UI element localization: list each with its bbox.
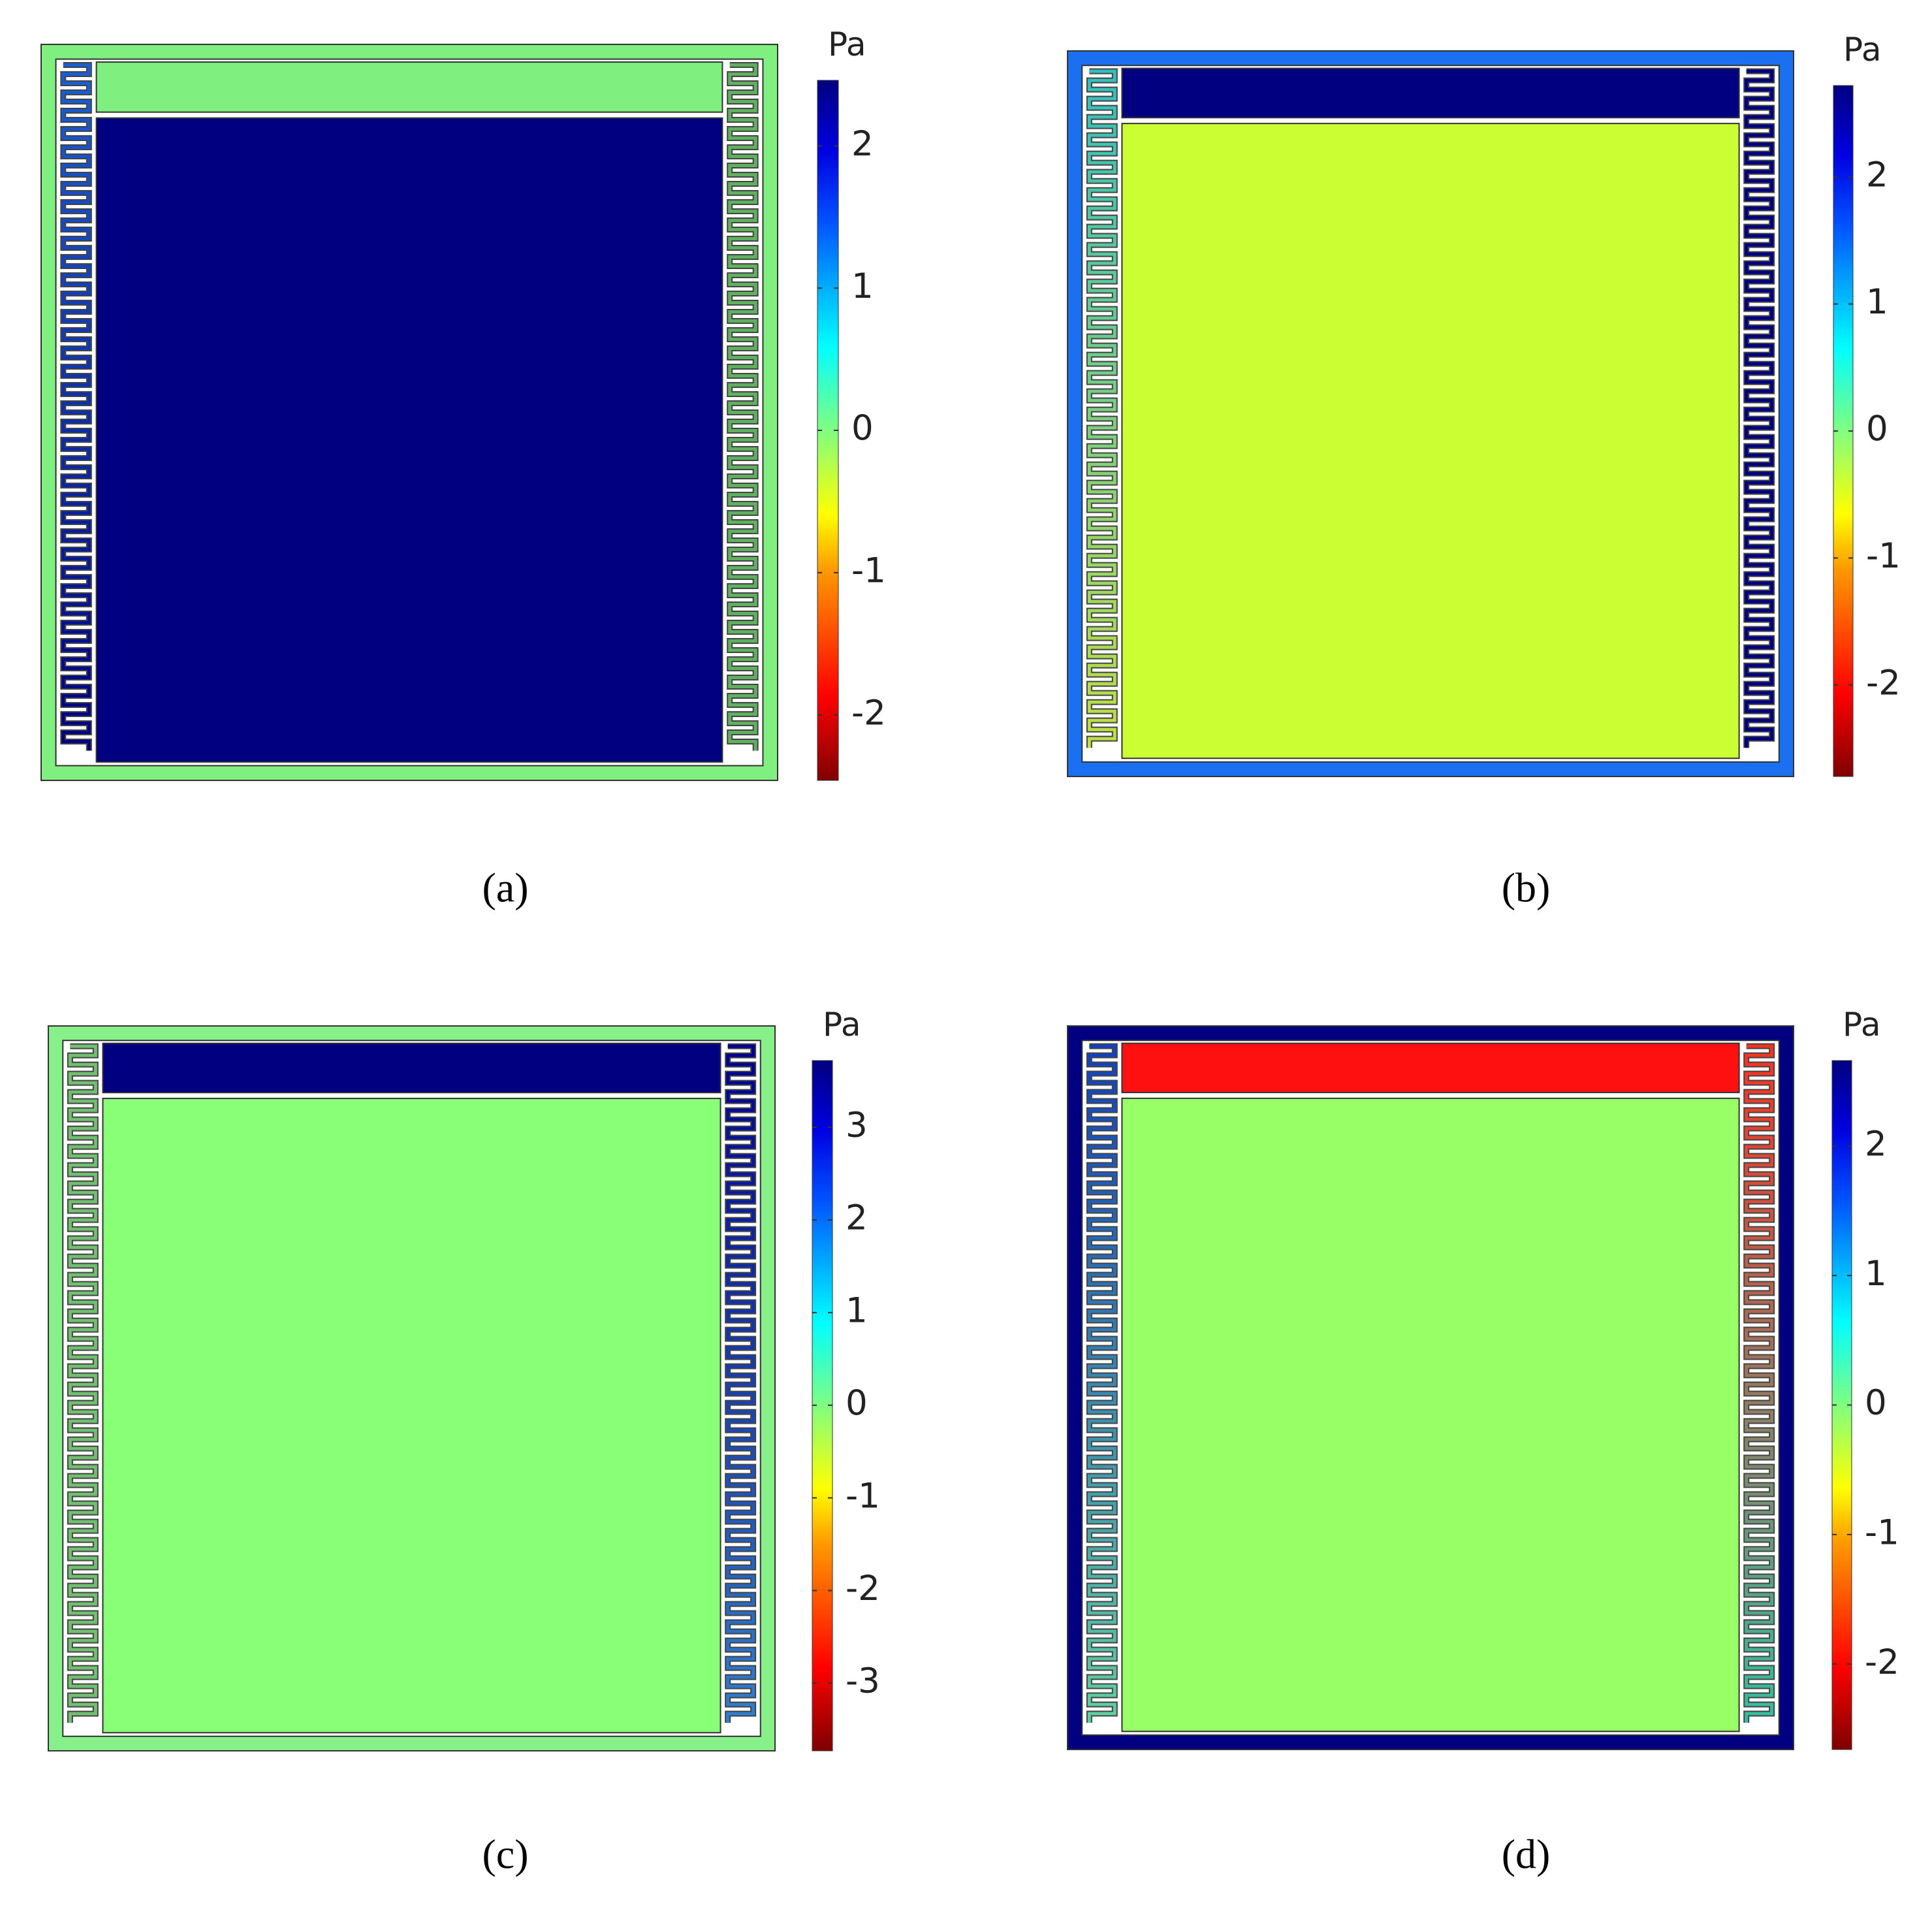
tick-label: 1: [1866, 282, 1888, 322]
unit-label: Pa: [1843, 31, 1882, 69]
tick-label: 2: [851, 124, 874, 164]
tick-label: 0: [846, 1383, 868, 1423]
channel: [728, 63, 757, 751]
unit-label: Pa: [828, 25, 866, 63]
channel: [1087, 69, 1116, 748]
tick-label: 3: [846, 1106, 868, 1145]
top-chamber: [102, 1042, 721, 1094]
panel-label: (a): [482, 865, 528, 911]
main-chamber: [1121, 123, 1740, 759]
tick-label: 2: [1866, 155, 1888, 195]
tick-label: 1: [1865, 1254, 1887, 1294]
panel-label: (d): [1502, 1831, 1551, 1878]
top-chamber: [95, 61, 723, 113]
channel: [726, 1044, 755, 1723]
tick-label: 0: [851, 409, 874, 449]
tick-label: -1: [846, 1476, 880, 1516]
panel: -2 -1 0 1 2 Pa (b): [1067, 31, 1901, 911]
tick-label: -1: [851, 551, 886, 591]
main-chamber: [95, 117, 723, 763]
channel: [61, 63, 91, 751]
tick-label: 1: [851, 266, 874, 306]
tick-label: -1: [1865, 1512, 1899, 1552]
tick-label: 0: [1866, 409, 1888, 449]
channel: [68, 1044, 97, 1723]
tick-label: -2: [1866, 663, 1901, 703]
tick-label: -2: [851, 693, 886, 733]
top-chamber: [1121, 1042, 1740, 1093]
main-chamber: [1121, 1097, 1740, 1733]
channel: [1745, 69, 1774, 748]
tick-label: 1: [846, 1291, 868, 1331]
panel-label: (b): [1502, 865, 1551, 911]
tick-label: -3: [846, 1661, 880, 1701]
channel: [1745, 1044, 1774, 1723]
tick-label: -2: [846, 1569, 880, 1608]
main-chamber: [102, 1098, 721, 1734]
panel: -2 -1 0 1 2 Pa (a): [40, 25, 886, 911]
tick-label: -1: [1866, 536, 1901, 576]
tick-label: 0: [1865, 1383, 1887, 1423]
channel: [1087, 1044, 1116, 1723]
unit-label: Pa: [1843, 1006, 1881, 1044]
panel: -3 -2 -1 0 1 2 3 Pa (c): [48, 1006, 880, 1878]
unit-label: Pa: [823, 1006, 861, 1044]
tick-label: 2: [1865, 1125, 1887, 1164]
panel: -2 -1 0 1 2 Pa (d): [1067, 1006, 1899, 1878]
tick-label: -2: [1865, 1642, 1899, 1682]
tick-label: 2: [846, 1198, 868, 1238]
top-chamber: [1121, 67, 1740, 119]
panel-label: (c): [482, 1831, 528, 1878]
